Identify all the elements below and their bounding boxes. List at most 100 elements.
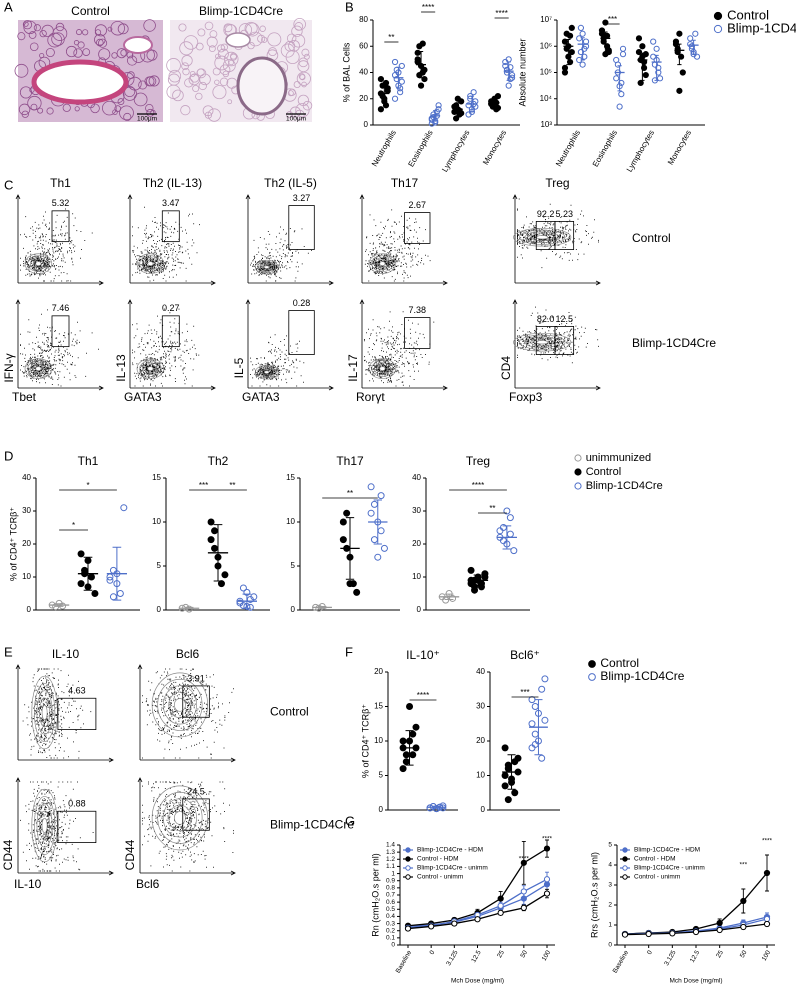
data-point — [505, 82, 512, 89]
data-point — [496, 527, 504, 535]
flow-events — [142, 781, 225, 868]
data-point — [618, 91, 625, 98]
contour — [27, 360, 50, 377]
significance-label: *** — [740, 862, 748, 869]
y-tick-label: 40 — [359, 68, 368, 77]
contour — [139, 360, 162, 377]
column-title: Th17 — [391, 176, 419, 190]
flow-events — [517, 326, 588, 356]
legend-label: Control - HDM — [417, 856, 459, 863]
data-point — [520, 888, 527, 895]
y-tick-label: 1.3 — [386, 849, 395, 856]
y-tick-label: 0.5 — [386, 906, 395, 913]
chart-title: IL-10⁺ — [406, 648, 440, 662]
data-point — [655, 64, 662, 71]
flow-axes — [15, 299, 104, 391]
airway — [31, 59, 129, 105]
gate — [57, 810, 97, 844]
tissue — [127, 55, 138, 66]
y-tick-label: 20 — [476, 736, 485, 745]
error-bar — [566, 39, 571, 66]
data-point — [109, 593, 117, 601]
tissue — [123, 112, 132, 122]
y-tick-label: 5 — [157, 561, 162, 570]
data-point — [507, 64, 514, 71]
error-bar — [418, 51, 424, 79]
tissue — [62, 103, 71, 112]
gate — [404, 317, 431, 349]
data-point — [763, 915, 771, 923]
data-point — [577, 48, 585, 56]
data-point — [494, 93, 502, 100]
data-point — [377, 75, 385, 83]
data-point — [239, 584, 247, 592]
gate — [161, 210, 180, 243]
y-tick-label: 5 — [608, 842, 612, 849]
chart-title: Th1 — [78, 454, 99, 468]
legend-marker — [405, 856, 411, 862]
contour — [144, 364, 157, 373]
data-point — [613, 75, 620, 82]
data-point — [619, 45, 627, 52]
data-point — [645, 930, 652, 938]
data-point — [402, 751, 410, 759]
y-tick-label: 1.2 — [386, 856, 395, 863]
flow-events — [20, 781, 94, 872]
x-tick-label: 0 — [646, 949, 654, 956]
tissue — [18, 103, 31, 116]
data-point — [508, 72, 516, 79]
error-bar — [617, 65, 622, 92]
data-point — [642, 51, 649, 58]
x-axis-label: IL-10 — [14, 877, 42, 891]
airway — [236, 56, 288, 116]
tissue — [267, 32, 282, 47]
x-tick-label: 50 — [739, 949, 749, 959]
data-point — [508, 74, 516, 81]
tissue — [181, 55, 193, 67]
flow-axes — [245, 194, 334, 286]
data-point — [716, 919, 723, 927]
y-axis-label: CD44 — [1, 839, 15, 870]
contour — [32, 364, 45, 373]
error-bar — [677, 43, 682, 66]
data-point — [581, 53, 588, 60]
y-tick-label: 20 — [374, 667, 383, 676]
data-point — [451, 920, 458, 927]
vessel — [123, 36, 153, 54]
x-tick-label: 50 — [519, 949, 529, 959]
data-point — [435, 102, 442, 109]
flow-axes — [15, 664, 114, 763]
contour — [162, 798, 197, 838]
data-point — [618, 79, 625, 87]
tissue — [37, 107, 44, 114]
y-tick-label: 10⁵ — [540, 68, 552, 77]
error-bar — [54, 603, 64, 607]
data-point — [497, 895, 504, 902]
legend-label: Control — [600, 656, 639, 670]
gate — [182, 798, 210, 831]
gate-value: 4.63 — [68, 686, 86, 696]
significance-label: * — [86, 481, 89, 490]
error-bar — [213, 524, 223, 582]
x-axis-label: Bcl6 — [136, 877, 160, 891]
error-bar — [469, 95, 475, 113]
tissue — [21, 110, 29, 118]
data-point — [501, 744, 509, 752]
flow-events — [22, 668, 92, 759]
tissue — [182, 67, 190, 76]
contour — [536, 340, 549, 345]
x-axis-label: GATA3 — [242, 390, 280, 404]
tissue — [214, 79, 220, 85]
data-point — [616, 103, 623, 110]
contour — [157, 678, 203, 731]
legend-label: Blimp-1CD4Cre - HDM — [634, 847, 700, 854]
legend-marker — [588, 660, 596, 668]
contour — [254, 364, 279, 380]
tissue — [219, 77, 229, 87]
data-point — [541, 675, 549, 683]
data-point — [763, 920, 771, 928]
data-point — [417, 82, 425, 89]
error-bar — [492, 98, 497, 108]
x-tick-label: 12.5 — [470, 949, 483, 964]
